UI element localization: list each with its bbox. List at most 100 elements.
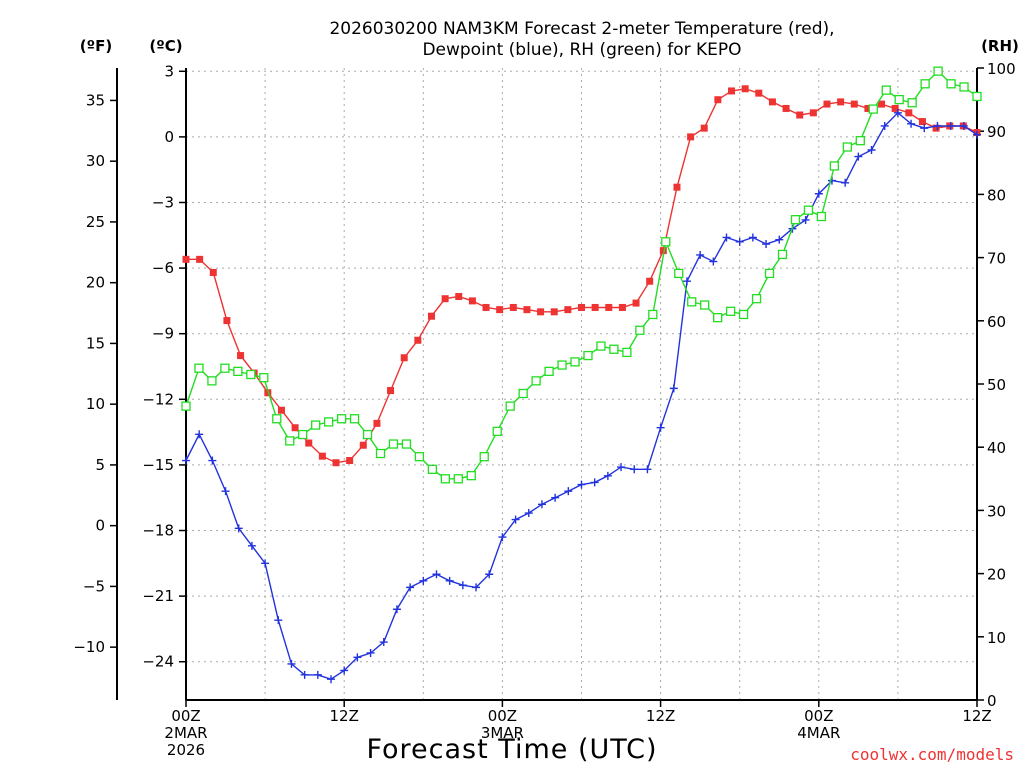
temperature-point bbox=[537, 308, 545, 316]
x-tick-label: 12Z bbox=[330, 707, 359, 725]
dewpoint-point bbox=[551, 493, 560, 502]
rh-point bbox=[259, 373, 269, 383]
rh-tick-label: 40 bbox=[987, 439, 1006, 457]
rh-point bbox=[868, 104, 878, 114]
rh-point bbox=[661, 237, 671, 247]
rh-point bbox=[557, 360, 567, 370]
rh-point bbox=[311, 420, 321, 430]
rh-point bbox=[466, 470, 476, 481]
temperature-point bbox=[809, 109, 817, 117]
dewpoint-point bbox=[775, 235, 784, 244]
rh-tick-label: 0 bbox=[987, 692, 997, 710]
rh-point bbox=[609, 344, 619, 354]
celsius-unit-label: (ºC) bbox=[149, 37, 182, 55]
temperature-point bbox=[864, 104, 872, 112]
rh-point bbox=[855, 136, 865, 146]
x-tick-label: 12Z bbox=[962, 707, 991, 725]
dewpoint-point bbox=[458, 581, 467, 590]
temperature-point bbox=[905, 109, 913, 117]
dewpoint-point bbox=[564, 487, 573, 496]
grid-lines bbox=[186, 68, 977, 700]
temperature-point bbox=[359, 441, 367, 449]
temperature-point bbox=[605, 303, 613, 311]
dewpoint-point bbox=[656, 423, 665, 432]
rh-point bbox=[194, 363, 204, 373]
dewpoint-point bbox=[893, 108, 902, 117]
temperature-point bbox=[700, 124, 708, 132]
dewpoint-point bbox=[709, 257, 718, 266]
dewpoint-point bbox=[287, 659, 296, 668]
rh-point bbox=[323, 417, 334, 427]
temperature-point bbox=[277, 406, 285, 414]
rh-point bbox=[440, 474, 450, 484]
dewpoint-point bbox=[511, 515, 520, 524]
dewpoint-point bbox=[313, 670, 322, 679]
rh-point bbox=[674, 268, 684, 279]
temperature-point bbox=[837, 98, 845, 106]
dewpoint-point bbox=[300, 670, 309, 679]
dewpoint-point bbox=[406, 583, 415, 592]
temperature-point bbox=[755, 89, 763, 97]
temperature-point bbox=[182, 255, 190, 263]
rh-point bbox=[401, 439, 412, 449]
dewpoint-point bbox=[432, 570, 441, 579]
rh-point bbox=[220, 363, 230, 373]
rh-point bbox=[738, 309, 749, 320]
dewpoint-point bbox=[669, 384, 678, 393]
dewpoint-point bbox=[907, 119, 916, 128]
celsius-tick-label: 0 bbox=[164, 128, 174, 146]
rh-point bbox=[375, 448, 386, 459]
dewpoint-point bbox=[247, 541, 256, 550]
dewpoint-point bbox=[973, 130, 981, 139]
rh-point bbox=[881, 85, 891, 95]
temperature-point bbox=[878, 100, 886, 108]
rh-point bbox=[946, 79, 956, 89]
temperature-point bbox=[550, 308, 558, 316]
rh-point bbox=[777, 249, 788, 260]
dewpoint-point bbox=[472, 583, 481, 592]
fahrenheit-tick-label: 35 bbox=[86, 91, 105, 109]
fahrenheit-tick-label: 30 bbox=[86, 152, 105, 170]
dewpoint-point bbox=[959, 121, 968, 130]
dewpoint-point bbox=[933, 121, 942, 130]
temperature-point bbox=[782, 104, 790, 112]
x-tick-label: 00Z bbox=[171, 707, 200, 725]
temperature-point bbox=[591, 303, 599, 311]
x-tick-year-label: 2026 bbox=[167, 741, 205, 759]
temperature-point bbox=[728, 87, 736, 95]
temperature-point bbox=[441, 295, 449, 303]
dewpoint-point bbox=[221, 487, 230, 496]
dewpoint-point bbox=[353, 653, 362, 662]
dewpoint-point bbox=[617, 463, 626, 472]
temperature-point bbox=[196, 255, 204, 263]
temperature-point bbox=[632, 299, 640, 307]
rh-point bbox=[505, 401, 515, 411]
x-axis-label: Forecast Time (UTC) bbox=[366, 734, 657, 765]
temperature-point bbox=[387, 387, 395, 395]
temperature-point bbox=[237, 352, 245, 360]
dewpoint-point bbox=[577, 480, 586, 489]
dewpoint-point bbox=[195, 430, 204, 439]
dewpoint-point bbox=[419, 576, 428, 585]
celsius-tick-label: −21 bbox=[142, 587, 174, 605]
rh-point bbox=[492, 426, 502, 437]
dewpoint-point bbox=[392, 605, 401, 614]
celsius-tick-label: −12 bbox=[142, 390, 174, 408]
x-tick-label: 12Z bbox=[646, 707, 675, 725]
temperature-point bbox=[659, 247, 667, 255]
celsius-tick-label: 3 bbox=[164, 62, 174, 80]
rh-point bbox=[362, 429, 373, 440]
temperature-point bbox=[523, 306, 531, 314]
dewpoint-point bbox=[498, 533, 507, 542]
temperature-point bbox=[891, 104, 899, 112]
temperature-point bbox=[305, 439, 313, 447]
temperature-point bbox=[850, 100, 858, 108]
dewpoint-point bbox=[366, 648, 375, 657]
rh-point bbox=[349, 414, 360, 424]
rh-point bbox=[272, 414, 282, 424]
rh-point bbox=[829, 161, 840, 171]
x-tick-date-label: 2MAR bbox=[164, 724, 207, 742]
rh-point bbox=[816, 211, 827, 222]
fahrenheit-tick-label: 15 bbox=[86, 334, 105, 352]
